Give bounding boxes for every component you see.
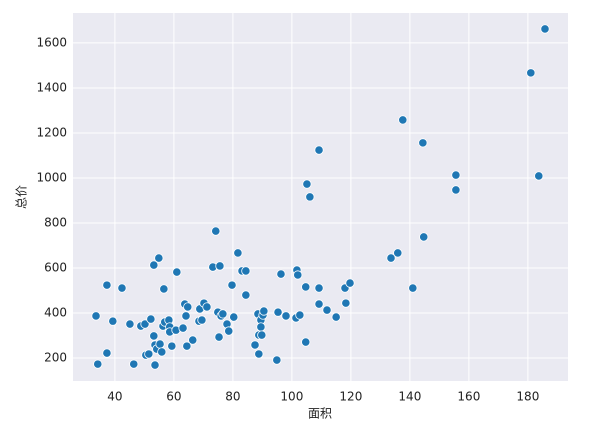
point <box>102 280 112 290</box>
point <box>314 145 324 155</box>
point <box>172 267 182 277</box>
x-tick-label: 120 <box>339 390 362 404</box>
x-axis-label: 面积 <box>308 407 332 421</box>
point <box>149 331 159 341</box>
point <box>408 283 418 293</box>
point <box>301 282 311 292</box>
point <box>117 283 127 293</box>
point <box>149 260 159 270</box>
y-axis-label: 总价 <box>15 185 29 209</box>
x-tick-label: 80 <box>225 390 240 404</box>
point <box>241 266 251 276</box>
point <box>301 337 311 347</box>
point <box>250 340 260 350</box>
y-tick-label: 400 <box>44 306 67 320</box>
point <box>182 341 192 351</box>
point <box>146 314 156 324</box>
y-tick-label: 1200 <box>36 125 67 139</box>
point <box>451 170 461 180</box>
point <box>272 355 282 365</box>
point <box>393 248 403 258</box>
point <box>108 316 118 326</box>
y-tick-label: 1000 <box>36 170 67 184</box>
point <box>91 311 101 321</box>
point <box>215 261 225 271</box>
point <box>322 305 332 315</box>
x-tick-label: 160 <box>457 390 480 404</box>
y-tick-label: 800 <box>44 215 67 229</box>
point <box>140 319 150 329</box>
point <box>202 302 212 312</box>
y-tick-label: 200 <box>44 351 67 365</box>
point <box>276 269 286 279</box>
point <box>345 278 355 288</box>
point <box>93 359 103 369</box>
point <box>257 330 267 340</box>
point <box>144 349 154 359</box>
point <box>167 341 177 351</box>
point <box>314 299 324 309</box>
point <box>197 315 207 325</box>
point <box>451 185 461 195</box>
point <box>181 311 191 321</box>
point <box>254 349 264 359</box>
point <box>331 312 341 322</box>
point <box>302 179 312 189</box>
point <box>155 339 165 349</box>
point <box>227 280 237 290</box>
point <box>295 310 305 320</box>
point <box>341 298 351 308</box>
point <box>218 309 228 319</box>
point <box>419 232 429 242</box>
point <box>293 270 303 280</box>
x-tick-label: 60 <box>166 390 181 404</box>
point <box>157 347 167 357</box>
x-tick-label: 180 <box>516 390 539 404</box>
point <box>150 360 160 370</box>
point <box>418 138 428 148</box>
point <box>259 306 269 316</box>
point <box>233 248 243 258</box>
point <box>224 326 234 336</box>
point <box>125 319 135 329</box>
point <box>273 307 283 317</box>
y-tick-label: 1600 <box>36 35 67 49</box>
x-tick-label: 140 <box>398 390 421 404</box>
point <box>229 312 239 322</box>
point <box>102 348 112 358</box>
x-tick-label: 100 <box>280 390 303 404</box>
point <box>540 24 550 34</box>
plot-area <box>73 13 568 381</box>
point <box>534 171 544 181</box>
point <box>314 283 324 293</box>
y-tick-label: 600 <box>44 261 67 275</box>
point <box>241 290 251 300</box>
point <box>256 322 266 332</box>
point <box>386 253 396 263</box>
point <box>154 253 164 263</box>
point <box>211 226 221 236</box>
y-tick-label: 1400 <box>36 80 67 94</box>
point <box>178 323 188 333</box>
x-tick-label: 40 <box>107 390 122 404</box>
point <box>159 284 169 294</box>
point <box>183 302 193 312</box>
point <box>526 68 536 78</box>
point <box>188 335 198 345</box>
point <box>214 332 224 342</box>
point <box>398 115 408 125</box>
point <box>129 359 139 369</box>
point <box>281 311 291 321</box>
point <box>305 192 315 202</box>
